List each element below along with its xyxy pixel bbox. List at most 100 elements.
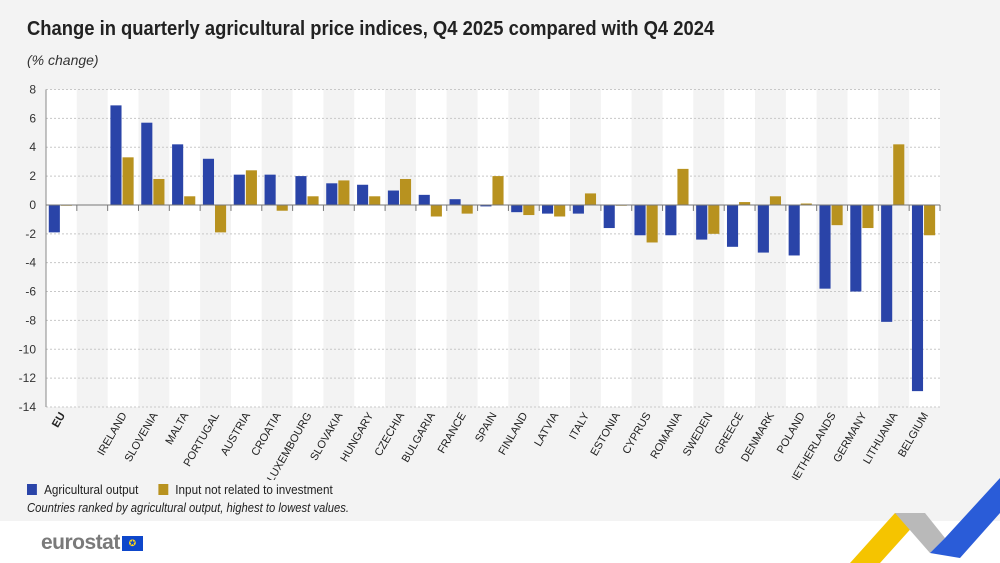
bar-agricultural-output xyxy=(665,204,677,236)
bar-agricultural-output xyxy=(264,174,276,205)
bar-input xyxy=(862,204,874,229)
x-tick-label: AUSTRIA xyxy=(219,410,254,458)
bar-input xyxy=(276,204,288,211)
bar-input xyxy=(646,204,658,243)
legend-label: Agricultural output xyxy=(44,482,139,497)
x-tick-label: CYPRUS xyxy=(620,411,653,457)
bar-input xyxy=(739,202,751,205)
bar-agricultural-output xyxy=(480,204,492,207)
bar-input xyxy=(708,204,720,234)
category-band xyxy=(508,89,540,407)
eurostat-logo: eurostat ✪ xyxy=(41,531,143,555)
x-tick-label: FRANCE xyxy=(436,411,469,456)
y-tick-label: 8 xyxy=(29,83,36,97)
x-tick-label: CROATIA xyxy=(249,410,284,458)
y-tick-label: -12 xyxy=(19,371,37,385)
bar-input xyxy=(893,144,905,205)
category-band xyxy=(600,89,632,407)
x-tick-label: POLAND xyxy=(775,410,808,455)
y-tick-label: 2 xyxy=(29,169,36,183)
x-tick-label: EU xyxy=(50,410,68,429)
bar-input xyxy=(924,204,936,236)
bar-input xyxy=(492,176,504,205)
bar-input xyxy=(153,178,165,205)
bar-agricultural-output xyxy=(48,204,60,233)
legend: Agricultural output Input not related to… xyxy=(27,482,333,497)
category-band xyxy=(292,89,324,407)
bar-agricultural-output xyxy=(634,204,646,236)
bar-agricultural-output xyxy=(542,204,554,214)
bar-agricultural-output xyxy=(172,144,184,205)
bar-agricultural-output xyxy=(603,204,615,229)
category-band xyxy=(631,89,663,407)
bar-agricultural-output xyxy=(449,199,461,205)
bar-input xyxy=(369,196,381,205)
x-tick-label: MALTA xyxy=(163,410,191,447)
bar-agricultural-output xyxy=(911,204,924,392)
category-band xyxy=(385,89,416,407)
category-band xyxy=(724,89,756,407)
legend-swatch xyxy=(158,484,169,495)
legend-item-input: Input not related to investment xyxy=(158,482,333,497)
category-band xyxy=(415,89,447,407)
bar-agricultural-output xyxy=(850,204,862,292)
y-tick-label: 0 xyxy=(29,198,36,212)
x-tick-label: SPAIN xyxy=(473,410,500,444)
x-tick-label: LATVIA xyxy=(532,410,561,449)
logo-text: eurostat xyxy=(41,531,120,554)
y-tick-label: -4 xyxy=(25,256,36,270)
category-band xyxy=(261,89,293,407)
bar-input xyxy=(430,204,442,217)
y-tick-label: 6 xyxy=(29,111,36,125)
bar-agricultural-output xyxy=(726,204,739,247)
y-tick-label: -10 xyxy=(19,342,37,356)
bar-agricultural-output xyxy=(387,190,399,205)
category-band xyxy=(354,89,386,407)
category-band xyxy=(693,89,725,407)
chart-note: Countries ranked by agricultural output,… xyxy=(27,501,350,515)
bar-agricultural-output xyxy=(696,204,708,240)
decorative-chevrons xyxy=(850,478,1000,563)
bar-input xyxy=(769,196,782,205)
y-tick-label: -8 xyxy=(25,313,36,327)
bar-agricultural-output xyxy=(788,204,800,256)
bar-agricultural-output xyxy=(418,194,430,205)
category-band xyxy=(200,89,231,407)
x-tick-label: SWEDEN xyxy=(681,410,716,458)
category-band xyxy=(662,89,694,407)
y-tick-label: -2 xyxy=(25,227,36,241)
bar-agricultural-output xyxy=(881,204,893,322)
bar-input xyxy=(184,196,196,205)
bar-agricultural-output xyxy=(110,105,122,205)
x-tick-label: GREECE xyxy=(713,411,747,457)
bar-input xyxy=(831,204,843,226)
category-band xyxy=(539,89,571,407)
bar-input xyxy=(554,204,566,217)
x-tick-label: IRELAND xyxy=(95,410,129,457)
y-tick-label: 4 xyxy=(29,140,36,154)
bar-agricultural-output xyxy=(819,204,831,289)
bar-input xyxy=(584,193,597,205)
chart-subtitle: (% change) xyxy=(27,52,99,68)
category-band xyxy=(323,89,355,407)
bar-input xyxy=(800,203,812,205)
y-tick-label: -6 xyxy=(25,285,36,299)
bar-agricultural-output xyxy=(357,184,369,205)
category-band xyxy=(169,89,201,407)
legend-label: Input not related to investment xyxy=(175,482,333,497)
legend-swatch xyxy=(27,484,37,495)
bar-agricultural-output xyxy=(233,174,245,205)
x-tick-label: ESTONIA xyxy=(588,410,623,458)
bar-agricultural-output xyxy=(326,183,338,205)
bar-input xyxy=(307,196,319,205)
x-tick-label: ITALY xyxy=(567,410,592,442)
x-tick-label: CZECHIA xyxy=(373,410,408,458)
eu-flag-icon: ✪ xyxy=(121,535,143,551)
y-tick-label: -14 xyxy=(19,400,37,414)
bar-agricultural-output xyxy=(202,158,215,205)
chart-title: Change in quarterly agricultural price i… xyxy=(27,18,715,40)
bar-input xyxy=(338,180,350,205)
bar-agricultural-output xyxy=(572,204,584,214)
bar-input xyxy=(245,170,257,205)
